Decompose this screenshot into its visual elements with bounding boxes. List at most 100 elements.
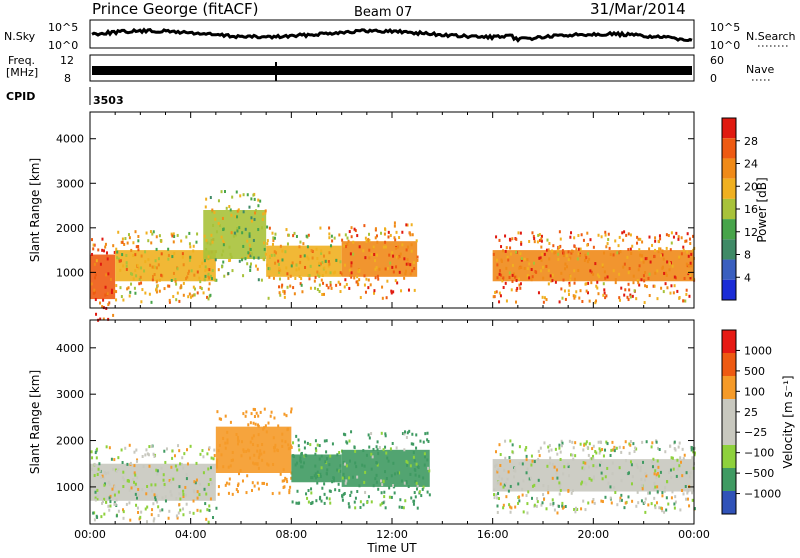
echo-cell [270,253,273,257]
echo-cell [557,504,560,508]
echo-cell [404,499,407,503]
echo-cell [350,264,353,268]
echo-cell [350,261,353,265]
echo-cell [211,269,214,273]
echo-cell [93,276,96,280]
echo-cell [257,256,260,260]
echo-cell [546,464,549,468]
echo-cell [188,242,191,246]
echo-cell [129,461,132,465]
echo-cell [531,484,534,488]
echo-cell [171,449,174,453]
echo-cell [278,270,281,274]
echo-cell [604,276,607,280]
echo-cell [588,465,591,469]
echo-cell [663,489,666,493]
echo-cell [253,415,256,419]
echo-cell [617,251,620,255]
echo-cell [518,499,521,503]
echo-cell [137,244,140,248]
echo-cell [353,500,356,504]
echo-cell [658,506,661,510]
echo-cell [178,485,181,489]
echo-cell [494,450,497,454]
echo-cell [289,485,292,489]
echo-cell [270,410,273,414]
echo-cell [606,442,609,446]
echo-cell [343,462,346,466]
echo-cell [295,234,298,238]
echo-cell [294,276,297,280]
echo-cell [392,270,395,274]
echo-cell [102,298,105,302]
echo-cell [185,235,188,239]
echo-cell [676,289,679,293]
echo-cell [673,447,676,451]
echo-cell [292,286,295,290]
echo-cell [263,407,266,411]
colorbar-tick-label: 28 [744,135,758,148]
echo-cell [598,447,601,451]
echo-cell [300,460,303,464]
echo-cell [183,452,186,456]
echo-cell [495,258,498,262]
echo-cell [381,483,384,487]
echo-cell [370,500,373,504]
echo-cell [647,491,650,495]
echo-cell [209,196,212,200]
echo-cell [412,502,415,506]
echo-cell [609,453,612,457]
echo-cell [135,274,138,278]
echo-cell [530,278,533,282]
echo-cell [576,257,579,261]
echo-cell [215,230,218,234]
echo-cell [96,488,99,492]
echo-cell [383,495,386,499]
echo-cell [218,443,221,447]
echo-cell [636,241,639,245]
echo-cell [158,278,161,282]
echo-cell [554,447,557,451]
echo-cell [169,480,172,484]
echo-cell [629,295,632,299]
echo-cell [192,285,195,289]
echo-cell [654,485,657,489]
echo-cell [644,271,647,275]
echo-cell [253,484,256,488]
echo-cell [105,251,108,255]
echo-cell [210,456,213,460]
echo-cell [151,489,154,493]
colorbar-tick-label: 1000 [744,344,772,357]
echo-cell [629,293,632,297]
echo-cell [525,494,528,498]
echo-cell [182,466,185,470]
echo-cell [348,230,351,234]
echo-cell [672,467,675,471]
echo-cell [198,264,201,268]
echo-cell [365,453,368,457]
echo-cell [101,248,104,252]
echo-cell [422,476,425,480]
echo-cell [644,497,647,501]
echo-cell [244,257,247,261]
echo-cell [181,252,184,256]
velocity-x-ticks [89,320,695,524]
echo-cell [254,462,257,466]
echo-cell [208,508,211,512]
echo-cell [158,234,161,238]
echo-cell [124,446,127,450]
echo-cell [500,259,503,263]
echo-cell [668,268,671,272]
echo-cell [227,272,230,276]
echo-cell [395,230,398,234]
echo-cell [257,424,260,428]
echo-cell [637,281,640,285]
echo-cell [561,501,564,505]
echo-cell [675,474,678,478]
echo-cell [207,520,210,524]
echo-cell [363,224,366,228]
echo-cell [117,230,120,234]
echo-cell [618,466,621,470]
echo-cell [318,283,321,287]
echo-cell [413,288,416,292]
